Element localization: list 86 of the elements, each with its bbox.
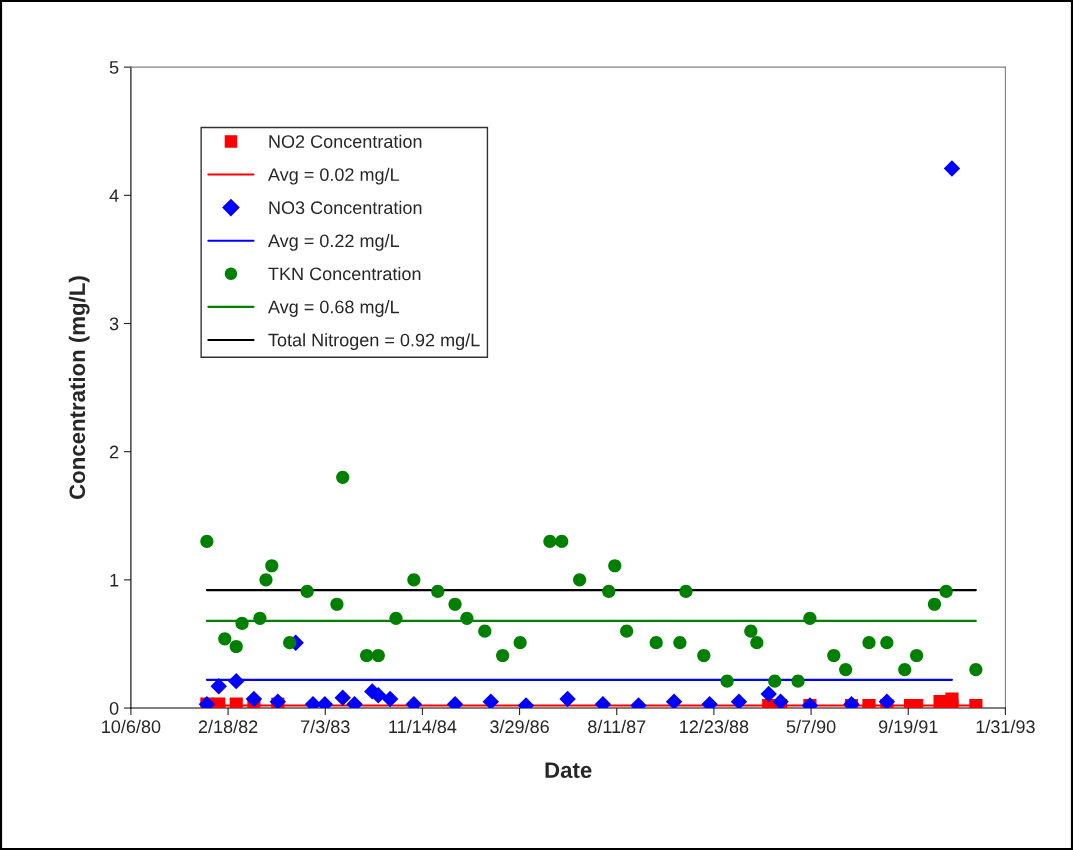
x-tick-label: 10/6/80 [102, 719, 161, 734]
point [898, 663, 912, 677]
point [750, 636, 764, 650]
point [334, 689, 351, 707]
y-tick-label: 1 [110, 573, 119, 587]
point [371, 648, 385, 663]
point [839, 663, 853, 677]
point [300, 584, 314, 598]
point [200, 534, 214, 548]
point [730, 693, 748, 709]
point [245, 690, 263, 708]
y-tick-label: 0 [109, 701, 119, 715]
point [573, 573, 587, 587]
point [407, 573, 421, 587]
point [283, 636, 297, 650]
x-tick-label: 11/14/84 [389, 719, 457, 734]
point [360, 648, 374, 663]
point [235, 616, 249, 631]
point [608, 559, 622, 573]
legend-label: NO2 Concentration [269, 134, 422, 148]
point [620, 624, 634, 638]
x-tick-label: 5/7/90 [786, 719, 836, 734]
point [939, 584, 953, 598]
point [478, 624, 492, 638]
legend-label: NO3 Concentration [269, 200, 422, 215]
x-axis-title: Date [545, 762, 592, 779]
point [862, 636, 876, 650]
y-tick-label: 2 [109, 445, 119, 459]
point [969, 663, 983, 677]
point [665, 693, 683, 709]
point [927, 597, 942, 611]
point [218, 632, 232, 646]
point [803, 611, 817, 625]
y-tick-label: 3 [109, 317, 119, 331]
y-tick-label: 5 [109, 61, 119, 74]
point [673, 636, 687, 650]
x-tick-label: 7/3/83 [301, 719, 350, 734]
point [555, 534, 569, 548]
point [878, 693, 896, 709]
point [482, 693, 500, 709]
x-tick-label: 2/18/82 [198, 719, 258, 734]
point [880, 636, 894, 650]
point [513, 636, 527, 650]
x-tick-label: 1/31/93 [976, 719, 1035, 734]
point [389, 611, 403, 625]
point [543, 534, 557, 548]
point [448, 597, 462, 611]
point [210, 678, 227, 695]
point [229, 697, 243, 709]
legend-label: Total Nitrogen = 0.92 mg/L [268, 333, 480, 350]
point [910, 648, 924, 663]
point [265, 559, 279, 573]
y-tick-label: 4 [109, 189, 119, 202]
legend-label: TKN Concentration [268, 267, 421, 281]
point [330, 597, 344, 611]
legend-label: Avg = 0.02 mg/L [267, 167, 400, 185]
x-tick-label: 12/23/88 [680, 719, 749, 734]
x-tick-label: 9/19/91 [878, 719, 938, 734]
point [431, 584, 445, 598]
point [460, 611, 474, 625]
point [602, 584, 616, 598]
point [744, 624, 758, 638]
point [381, 690, 399, 708]
x-tick-label: 8/11/87 [588, 719, 646, 734]
point [697, 648, 711, 663]
point [259, 573, 273, 587]
legend-label: Avg = 0.22 mg/L [267, 233, 400, 251]
point [228, 672, 245, 690]
point [720, 674, 734, 688]
point [791, 674, 805, 688]
point [253, 611, 267, 625]
point [679, 584, 693, 598]
point [496, 648, 510, 663]
point [760, 685, 777, 703]
point [943, 160, 961, 177]
point [336, 470, 350, 484]
y-axis-title: Concentration (mg/L) [68, 276, 90, 500]
point [827, 648, 841, 663]
point [772, 693, 789, 709]
x-tick-label: 3/29/86 [490, 719, 549, 734]
legend-label: Avg = 0.68 mg/L [267, 300, 400, 317]
point [229, 639, 243, 654]
point [768, 674, 782, 688]
point [269, 693, 287, 709]
point [649, 636, 663, 650]
point [559, 690, 576, 708]
